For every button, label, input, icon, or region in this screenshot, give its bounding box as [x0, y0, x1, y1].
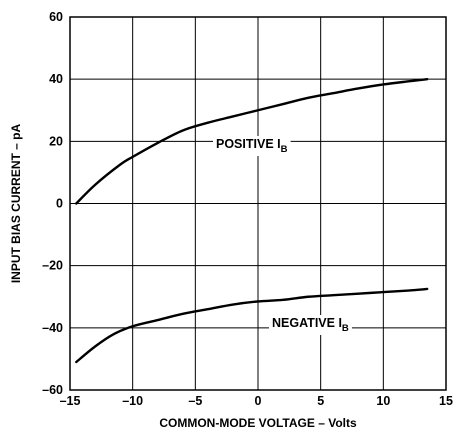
- label-subscript: B: [281, 144, 288, 155]
- label-background: [213, 136, 291, 156]
- x-tick-label: 15: [439, 394, 453, 408]
- label-background: [269, 315, 352, 335]
- y-tick-label: –40: [42, 321, 63, 335]
- grid: [70, 17, 446, 390]
- negative-ib-label: NEGATIVE IB: [272, 316, 349, 334]
- x-tick-label: 0: [255, 394, 262, 408]
- x-tick-label: 5: [317, 394, 324, 408]
- y-axis-label: INPUT BIAS CURRENT – pA: [9, 123, 23, 283]
- label-text: NEGATIVE I: [272, 316, 342, 330]
- x-tick-label: –15: [60, 394, 81, 408]
- positive-ib-curve: [75, 77, 429, 205]
- x-tick-label: 10: [376, 394, 390, 408]
- x-tick-label: –10: [122, 394, 143, 408]
- plot-frame: [69, 16, 447, 391]
- negative-ib-curve: [75, 287, 429, 364]
- curves: [75, 77, 429, 364]
- label-text: POSITIVE I: [216, 137, 281, 151]
- positive-ib-label: POSITIVE IB: [216, 137, 288, 155]
- tick-labels: –15 –10 –5 0 5 10 15 –60 –40 –20 0 20 40 60: [42, 10, 453, 408]
- label-subscript: B: [342, 323, 349, 334]
- y-tick-label: –20: [42, 259, 63, 273]
- x-axis-label: COMMON-MODE VOLTAGE – Volts: [159, 416, 357, 430]
- y-tick-label: 40: [49, 72, 63, 86]
- y-tick-label: 20: [49, 134, 63, 148]
- y-tick-label: 0: [56, 197, 63, 211]
- y-tick-label: –60: [42, 383, 63, 397]
- x-tick-label: –5: [188, 394, 202, 408]
- y-tick-label: 60: [49, 10, 63, 24]
